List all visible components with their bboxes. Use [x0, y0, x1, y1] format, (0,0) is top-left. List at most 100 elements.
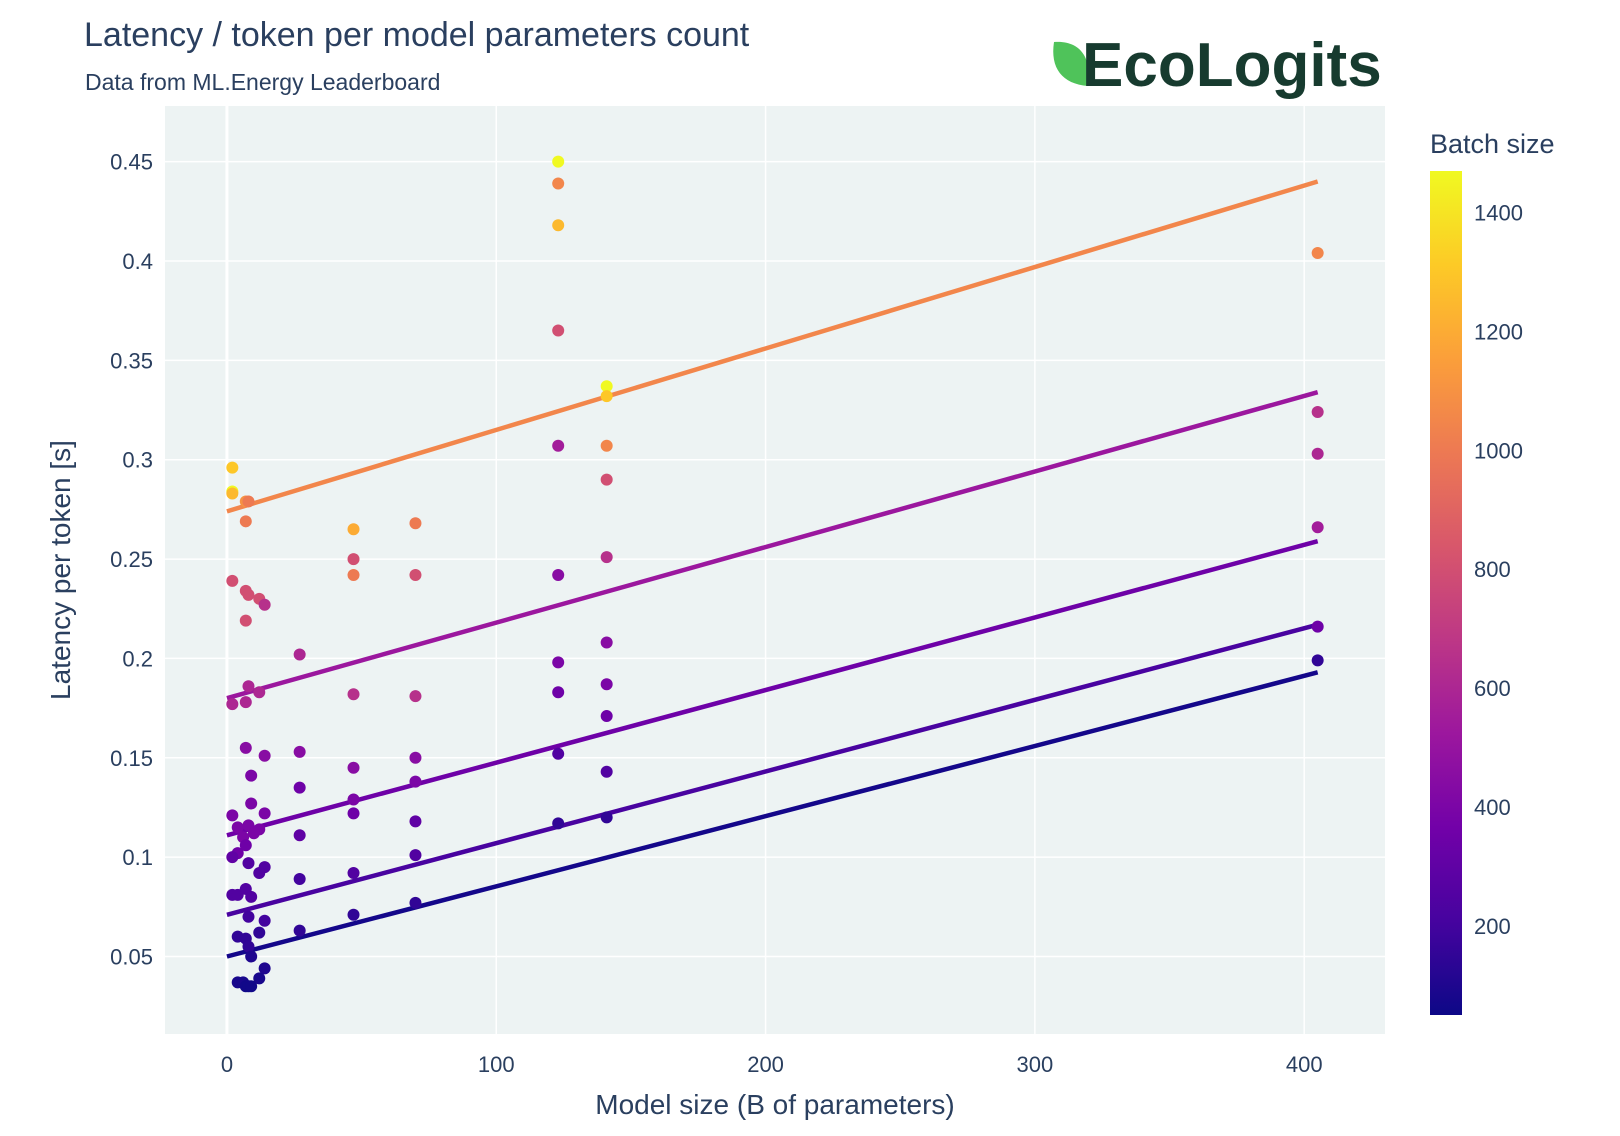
- fit-lines: [226, 179, 1319, 959]
- data-point: [552, 155, 565, 168]
- data-point: [293, 924, 306, 937]
- scatter-points: [226, 155, 1324, 993]
- data-point: [242, 910, 255, 923]
- data-point: [1311, 247, 1324, 260]
- data-point: [258, 962, 271, 975]
- y-tick-label: 0.25: [110, 547, 153, 572]
- data-point: [226, 574, 239, 587]
- data-point: [245, 890, 258, 903]
- data-point: [293, 781, 306, 794]
- ecologits-logo: EcoLogits: [1053, 31, 1382, 100]
- data-point: [253, 972, 266, 985]
- data-point: [258, 598, 271, 611]
- colorbar-tick-label: 1000: [1474, 438, 1523, 463]
- colorbar-tick-label: 1400: [1474, 201, 1523, 226]
- colorbar-title: Batch size: [1430, 129, 1555, 159]
- data-point: [1311, 447, 1324, 460]
- data-point: [552, 324, 565, 337]
- colorbar-tick-label: 400: [1474, 795, 1511, 820]
- data-point: [253, 926, 266, 939]
- data-point: [347, 807, 360, 820]
- data-point: [258, 914, 271, 927]
- data-point: [245, 950, 258, 963]
- data-point: [409, 568, 422, 581]
- y-tick-label: 0.4: [122, 249, 153, 274]
- trend-line: [226, 670, 1319, 959]
- data-point: [293, 829, 306, 842]
- data-point: [253, 867, 266, 880]
- y-tick-label: 0.05: [110, 945, 153, 970]
- data-point: [552, 177, 565, 190]
- data-point: [293, 745, 306, 758]
- x-tick-label: 200: [747, 1052, 784, 1077]
- grid: [165, 106, 1385, 1034]
- data-point: [552, 656, 565, 669]
- data-point: [600, 473, 613, 486]
- data-point: [226, 461, 239, 474]
- trend-line: [226, 179, 1319, 514]
- data-point: [600, 390, 613, 403]
- data-point: [239, 839, 252, 852]
- y-tick-label: 0.2: [122, 646, 153, 671]
- data-point: [409, 896, 422, 909]
- y-axis-title: Latency per token [s]: [45, 440, 76, 700]
- data-point: [409, 815, 422, 828]
- data-point: [552, 747, 565, 760]
- data-point: [347, 908, 360, 921]
- data-point: [242, 857, 255, 870]
- data-point: [253, 686, 266, 699]
- data-point: [600, 710, 613, 723]
- data-point: [600, 551, 613, 564]
- data-point: [347, 523, 360, 536]
- y-tick-label: 0.35: [110, 348, 153, 373]
- plot-background: [165, 106, 1385, 1034]
- data-point: [600, 765, 613, 778]
- colorbar-tick-label: 1200: [1474, 319, 1523, 344]
- data-point: [245, 980, 258, 993]
- x-tick-label: 400: [1286, 1052, 1323, 1077]
- data-point: [1311, 654, 1324, 667]
- y-tick-label: 0.45: [110, 150, 153, 175]
- data-point: [242, 680, 255, 693]
- data-point: [242, 588, 255, 601]
- data-point: [226, 851, 239, 864]
- chart-subtitle: Data from ML.Energy Leaderboard: [85, 69, 440, 95]
- data-point: [293, 873, 306, 886]
- data-point: [409, 517, 422, 530]
- data-point: [552, 817, 565, 830]
- data-point: [409, 751, 422, 764]
- data-point: [347, 793, 360, 806]
- chart-title: Latency / token per model parameters cou…: [84, 16, 750, 54]
- data-point: [600, 636, 613, 649]
- data-point: [347, 867, 360, 880]
- data-point: [347, 688, 360, 701]
- colorbar-gradient: [1430, 171, 1462, 1015]
- data-point: [226, 809, 239, 822]
- data-point: [347, 568, 360, 581]
- data-point: [293, 648, 306, 661]
- data-point: [239, 614, 252, 627]
- data-point: [552, 439, 565, 452]
- x-axis-title: Model size (B of parameters): [595, 1089, 954, 1120]
- leaf-icon: [1053, 41, 1089, 86]
- data-point: [347, 553, 360, 566]
- y-axis-ticks: 0.05 0.1 0.15 0.2 0.25 0.3 0.35 0.4 0.45: [110, 150, 153, 970]
- data-point: [600, 811, 613, 824]
- data-point: [258, 807, 271, 820]
- data-point: [409, 849, 422, 862]
- data-point: [242, 495, 255, 508]
- data-point: [226, 698, 239, 711]
- data-point: [239, 741, 252, 754]
- data-point: [245, 769, 258, 782]
- data-point: [245, 797, 258, 810]
- data-point: [231, 821, 244, 834]
- data-point: [600, 380, 613, 393]
- data-point: [552, 219, 565, 232]
- colorbar: Batch size 200 400 600 800 1000 1200 1400: [1430, 129, 1555, 1015]
- data-point: [1311, 620, 1324, 633]
- logo-text: EcoLogits: [1082, 31, 1382, 100]
- y-tick-label: 0.15: [110, 746, 153, 771]
- data-point: [552, 686, 565, 699]
- data-point: [1311, 521, 1324, 534]
- colorbar-tick-label: 200: [1474, 914, 1511, 939]
